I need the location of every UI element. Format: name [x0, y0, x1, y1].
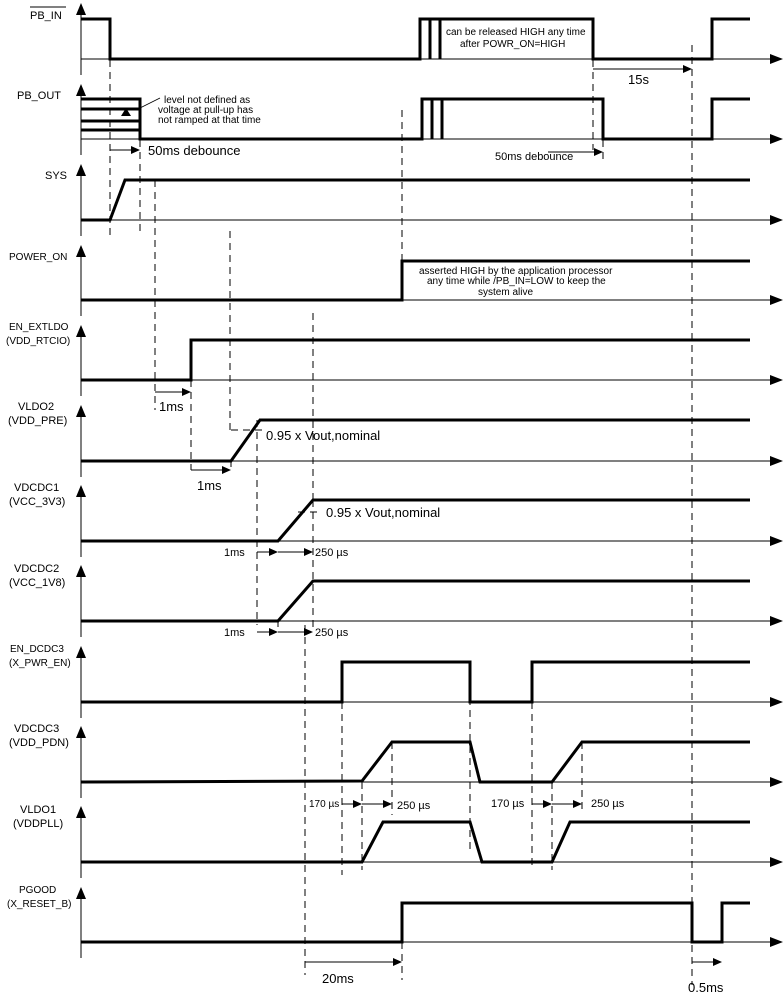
y-axis-arrow-icon	[76, 245, 86, 257]
arrowhead-icon	[304, 628, 313, 636]
signal-label-en-dcdc3-sub: (X_PWR_EN)	[9, 658, 71, 669]
signal-label-vdcdc1: VDCDC1	[14, 482, 59, 494]
note-pb-out-level: level not defined as	[164, 95, 250, 106]
time-axis-arrow-icon	[770, 54, 783, 64]
timing-reset-pulse: 0.5ms	[688, 980, 724, 995]
arrowhead-icon	[393, 958, 402, 966]
y-axis-arrow-icon	[76, 726, 86, 738]
signal-label-en-extldo-sub: (VDD_RTCIO)	[6, 336, 70, 347]
arrowhead-icon	[182, 388, 191, 396]
y-axis-arrow-icon	[76, 485, 86, 497]
signal-label-en-dcdc3: EN_DCDC3	[10, 644, 64, 655]
timing-pgood-delay: 20ms	[322, 971, 354, 986]
timing-15s: 15s	[628, 72, 649, 87]
arrowhead-icon	[683, 65, 692, 73]
note-pb-in-release: can be released HIGH any time	[446, 27, 586, 38]
time-axis-arrow-icon	[770, 857, 783, 867]
time-axis-arrow-icon	[770, 134, 783, 144]
timing-debounce-1: 50ms debounce	[148, 143, 241, 158]
waveform-vldo2	[81, 418, 750, 463]
timing-dcdc3-ramp-1: 250 µs	[397, 800, 431, 812]
timing-vldo2-delay: 1ms	[197, 478, 222, 493]
y-axis-arrow-icon	[76, 325, 86, 337]
arrowhead-icon	[222, 466, 231, 474]
y-axis-arrow-icon	[76, 405, 86, 417]
signal-label-power-on: POWER_ON	[9, 252, 67, 263]
waveform-pb-in	[81, 17, 750, 61]
timing-dcdc3-ramp-2: 250 µs	[591, 798, 625, 810]
arrowhead-icon	[269, 548, 278, 556]
signal-label-pgood-sub: (X_RESET_B)	[7, 899, 71, 910]
time-axis-arrow-icon	[770, 295, 783, 305]
waveform-en-dcdc3	[81, 660, 750, 704]
waveform-en-extldo	[81, 338, 750, 382]
time-axis-arrow-icon	[770, 616, 783, 626]
timing-extldo-delay: 1ms	[159, 399, 184, 414]
arrowhead-icon	[269, 628, 278, 636]
signal-label-pgood: PGOOD	[19, 885, 56, 896]
timing-vdcdc2-delay: 1ms	[224, 627, 245, 639]
note-pb-out-level-2: voltage at pull-up has	[158, 105, 253, 116]
signal-label-vdcdc3: VDCDC3	[14, 723, 59, 735]
note-vdcdc1-threshold: 0.95 x Vout,nominal	[326, 505, 440, 520]
y-axis-arrow-icon	[76, 164, 86, 176]
note-power-on-2: any time while /PB_IN=LOW to keep the	[427, 276, 606, 287]
signal-label-vldo2-sub: (VDD_PRE)	[8, 415, 67, 427]
note-power-on: asserted HIGH by the application process…	[419, 266, 613, 277]
signal-label-vdcdc1-sub: (VCC_3V3)	[9, 496, 65, 508]
time-axis-arrow-icon	[770, 456, 783, 466]
signal-label-vldo1: VLDO1	[20, 804, 56, 816]
note-pb-out-level-3: not ramped at that time	[158, 115, 261, 126]
waveform-vldo1	[81, 820, 750, 864]
note-pb-in-release-2: after POWR_ON=HIGH	[460, 39, 565, 50]
arrowhead-icon	[543, 800, 552, 808]
y-axis-arrow-icon	[76, 887, 86, 899]
timing-vdcdc1-delay: 1ms	[224, 547, 245, 559]
signal-label-vdcdc2: VDCDC2	[14, 563, 59, 575]
arrowhead-icon	[131, 146, 140, 154]
signal-label-vldo2: VLDO2	[18, 401, 54, 413]
signal-label-vdcdc3-sub: (VDD_PDN)	[9, 737, 69, 749]
y-axis-arrow-icon	[76, 565, 86, 577]
signal-label-vldo1-sub: (VDDPLL)	[13, 818, 63, 830]
signal-label-pb-in: PB_IN	[30, 10, 62, 22]
time-axis-arrow-icon	[770, 215, 783, 225]
waveform-vdcdc3	[80, 740, 750, 784]
timing-debounce-2: 50ms debounce	[495, 151, 573, 163]
signal-label-vdcdc2-sub: (VCC_1V8)	[9, 577, 65, 589]
y-axis-arrow-icon	[76, 646, 86, 658]
waveform-sys	[81, 178, 750, 222]
arrowhead-icon	[353, 800, 362, 808]
y-axis-arrow-icon	[76, 84, 86, 96]
timing-vdcdc2-ramp: 250 µs	[315, 627, 349, 639]
time-axis-arrow-icon	[770, 375, 783, 385]
timing-vdcdc1-ramp: 250 µs	[315, 547, 349, 559]
note-power-on-3: system alive	[478, 287, 533, 298]
signal-label-en-extldo: EN_EXTLDO	[9, 322, 69, 333]
y-axis-arrow-icon	[76, 3, 86, 15]
arrowhead-icon	[383, 800, 392, 808]
timing-dcdc3-delay-2: 170 µs	[491, 798, 525, 810]
arrowhead-icon	[594, 148, 603, 156]
arrow-up-marker	[121, 108, 131, 116]
signal-label-sys: SYS	[45, 170, 67, 182]
arrowhead-icon	[304, 548, 313, 556]
time-axis-arrow-icon	[770, 697, 783, 707]
timing-dcdc3-delay-1: 170 µs	[309, 799, 339, 810]
waveform-pgood	[81, 901, 750, 944]
y-axis-arrow-icon	[76, 806, 86, 818]
note-leader	[139, 97, 161, 109]
arrowhead-icon	[713, 958, 722, 966]
waveform-vdcdc2	[81, 579, 750, 623]
time-axis-arrow-icon	[770, 777, 783, 787]
waveform-pb-out	[81, 97, 750, 141]
waveform-power-on	[81, 259, 750, 302]
note-vldo2-threshold: 0.95 x Vout,nominal	[266, 428, 380, 443]
time-axis-arrow-icon	[770, 937, 783, 947]
waveform-vdcdc1	[81, 498, 750, 543]
signal-label-pb-out: PB_OUT	[17, 90, 61, 102]
time-axis-arrow-icon	[770, 536, 783, 546]
arrowhead-icon	[573, 800, 582, 808]
